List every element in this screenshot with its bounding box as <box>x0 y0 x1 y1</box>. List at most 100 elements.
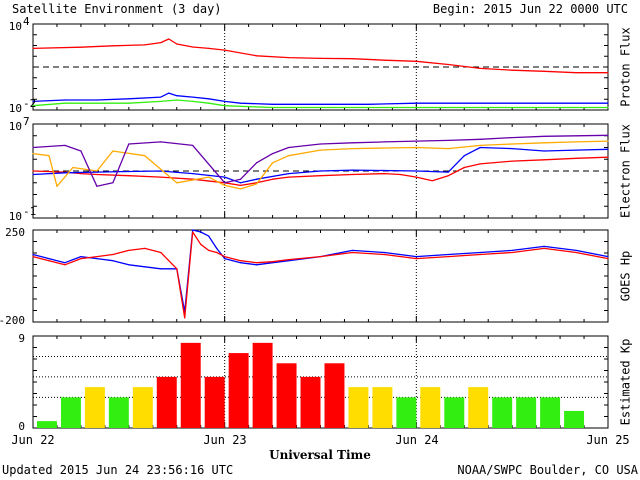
data-point <box>160 268 162 270</box>
data-point <box>415 146 417 149</box>
y-axis-label: Estimated Kp <box>619 339 633 426</box>
kp-bar <box>132 387 153 428</box>
data-point <box>160 176 162 178</box>
data-point <box>447 175 449 177</box>
data-point <box>543 159 545 161</box>
kp-bar <box>37 421 57 428</box>
data-point <box>607 134 609 136</box>
updated-timestamp: Updated 2015 Jun 24 23:56:16 UTC <box>2 463 233 477</box>
data-point <box>32 153 34 155</box>
data-point <box>319 143 322 145</box>
data-point <box>607 148 609 150</box>
data-point <box>96 255 98 258</box>
data-point <box>351 142 354 144</box>
data-point <box>543 245 545 247</box>
data-point <box>96 99 98 101</box>
data-point <box>511 102 513 104</box>
kp-bar <box>204 376 225 428</box>
x-tick-label: Jun 23 <box>203 433 246 447</box>
data-point <box>383 141 385 143</box>
data-point <box>415 258 417 260</box>
data-point <box>383 253 385 256</box>
kp-bar <box>372 387 393 428</box>
data-point <box>575 251 577 254</box>
x-tick-label: Jun 25 <box>586 433 629 447</box>
data-point <box>511 143 513 145</box>
series-line-blue <box>32 229 609 313</box>
data-point <box>80 150 82 152</box>
y-tick-exponent: -2 <box>23 97 36 110</box>
y-tick-exponent: -1 <box>23 205 36 218</box>
data-point <box>200 243 202 245</box>
data-point <box>415 255 417 258</box>
data-point <box>415 102 417 104</box>
data-point <box>287 146 290 149</box>
panel-frames <box>32 23 609 429</box>
data-point <box>64 144 66 147</box>
data-point <box>184 317 186 319</box>
data-point <box>511 148 513 150</box>
data-point <box>415 106 417 109</box>
data-point <box>479 146 481 149</box>
kp-bar <box>492 397 513 428</box>
kp-bar <box>348 387 369 428</box>
data-point <box>64 102 66 104</box>
data-point <box>271 178 274 180</box>
data-point <box>256 55 258 57</box>
data-point <box>208 47 210 49</box>
data-point <box>224 105 226 107</box>
data-point <box>216 247 218 249</box>
data-point <box>208 98 210 100</box>
kp-bar <box>180 342 201 428</box>
data-point <box>240 182 242 184</box>
data-point <box>96 102 98 104</box>
y-axis-label: Proton Flux <box>619 27 633 106</box>
data-point <box>575 135 577 137</box>
data-point <box>128 143 130 145</box>
data-point <box>160 251 162 254</box>
y-axis-label: GOES Hp <box>619 251 633 302</box>
data-point <box>511 160 513 162</box>
data-point <box>479 67 481 69</box>
data-point <box>224 100 226 102</box>
data-point <box>208 235 210 237</box>
data-point <box>463 166 465 169</box>
x-axis: Jun 22 Jun 23 Jun 24 Jun 25 Universal Ti… <box>11 433 629 462</box>
data-point <box>287 176 290 178</box>
data-point <box>128 249 130 252</box>
data-point <box>287 57 290 59</box>
data-point <box>224 255 226 258</box>
data-point <box>479 251 481 254</box>
data-point <box>160 96 162 98</box>
data-point <box>287 260 290 262</box>
kp-bar <box>228 353 249 428</box>
data-point <box>128 102 130 104</box>
data-point <box>543 150 545 152</box>
data-point <box>80 258 82 260</box>
series-line-red <box>32 38 608 74</box>
kp-bar <box>516 397 537 428</box>
data-point <box>383 251 385 254</box>
data-point <box>607 156 609 158</box>
data-point <box>463 106 465 109</box>
data-point <box>176 95 178 97</box>
data-point <box>447 139 449 142</box>
data-point <box>208 176 210 178</box>
data-point <box>32 146 34 149</box>
data-point <box>32 173 34 176</box>
series-line-blue <box>32 146 609 184</box>
data-point <box>319 170 322 172</box>
data-point <box>160 141 162 143</box>
data-point <box>240 262 242 264</box>
data-point <box>32 47 34 49</box>
data-point <box>112 150 114 152</box>
y-tick-label: 250 <box>5 226 25 239</box>
data-point <box>271 153 274 155</box>
data-point <box>240 102 242 104</box>
data-point <box>112 45 114 47</box>
data-point <box>192 173 194 175</box>
data-point <box>96 173 98 176</box>
chart-title: Satellite Environment (3 day) <box>12 2 222 16</box>
data-point <box>64 172 66 174</box>
data-point <box>415 170 417 172</box>
